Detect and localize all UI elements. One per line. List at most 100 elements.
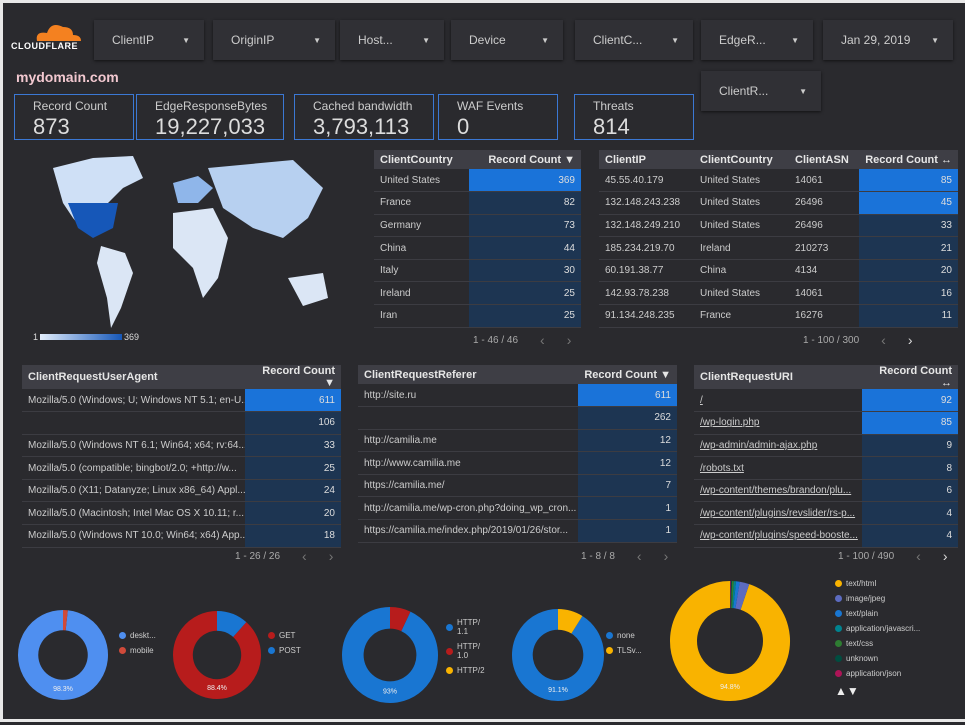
filter-dropdown[interactable]: OriginIP▼ — [213, 20, 335, 60]
filter-dropdown[interactable]: Device▼ — [451, 20, 563, 60]
legend-item[interactable]: deskt... — [119, 631, 155, 640]
column-header[interactable]: ClientCountry — [374, 150, 469, 169]
table-row[interactable]: Mozilla/5.0 (X11; Datanyze; Linux x86_64… — [22, 479, 341, 502]
column-header[interactable]: Record Count ▼ — [578, 365, 677, 384]
donut-slice[interactable] — [558, 619, 577, 624]
table-row[interactable]: /wp-content/themes/brandon/plu...6 — [694, 479, 958, 502]
table-cell[interactable]: /wp-content/themes/brandon/plu... — [694, 479, 862, 502]
table-cell[interactable]: /robots.txt — [694, 457, 862, 480]
donut-slice[interactable] — [28, 620, 98, 690]
chevron-left-icon[interactable]: ‹ — [540, 332, 545, 348]
table-cell: United States — [374, 169, 469, 192]
legend-item[interactable]: POST — [268, 646, 304, 655]
filter-dropdown[interactable]: EdgeR...▼ — [701, 20, 813, 60]
table-row[interactable]: 262 — [358, 407, 677, 430]
legend-item[interactable]: text/html — [835, 579, 935, 588]
donut-slice[interactable] — [390, 618, 406, 622]
column-header[interactable]: ClientRequestURI — [694, 365, 862, 389]
table-row[interactable]: /wp-content/plugins/speed-booste...4 — [694, 525, 958, 548]
donut-slice[interactable] — [684, 595, 777, 688]
donut-slice[interactable] — [217, 621, 240, 630]
legend-item[interactable]: TLSv... — [606, 646, 642, 655]
legend-item[interactable]: unknown — [835, 654, 935, 663]
table-cell[interactable]: /wp-admin/admin-ajax.php — [694, 434, 862, 457]
legend-item[interactable]: text/plain — [835, 609, 935, 618]
chevron-right-icon[interactable]: › — [567, 332, 572, 348]
filter-dropdown[interactable]: Host...▼ — [340, 20, 444, 60]
column-header[interactable]: ClientIP — [599, 150, 694, 169]
table-row[interactable]: Mozilla/5.0 (Windows NT 6.1; Win64; x64;… — [22, 434, 341, 457]
table-row[interactable]: https://camilia.me/7 — [358, 474, 677, 497]
table-cell[interactable]: /wp-login.php — [694, 412, 862, 435]
table-row[interactable]: Mozilla/5.0 (compatible; bingbot/2.0; +h… — [22, 457, 341, 480]
donut-slice[interactable] — [738, 595, 745, 597]
chevron-right-icon[interactable]: › — [329, 548, 334, 564]
chevron-left-icon[interactable]: ‹ — [302, 548, 307, 564]
table-row[interactable]: Mozilla/5.0 (Macintosh; Intel Mac OS X 1… — [22, 502, 341, 525]
filter-dropdown[interactable]: ClientIP▼ — [94, 20, 204, 60]
table-pagination: 1 - 100 / 300‹› — [803, 332, 913, 348]
chevron-left-icon[interactable]: ‹ — [916, 548, 921, 564]
table-row[interactable]: /wp-content/plugins/revslider/rs-p...4 — [694, 502, 958, 525]
table-row[interactable]: /92 — [694, 389, 958, 412]
filter-dropdown[interactable]: Jan 29, 2019▼ — [823, 20, 953, 60]
legend-item[interactable]: HTTP/2 — [446, 666, 482, 675]
legend-item[interactable]: image/jpeg — [835, 594, 935, 603]
legend-pager-arrows[interactable]: ▲▼ — [835, 684, 935, 698]
legend-item[interactable]: GET — [268, 631, 304, 640]
chevron-right-icon[interactable]: › — [943, 548, 948, 564]
chevron-left-icon[interactable]: ‹ — [637, 548, 642, 564]
legend-item[interactable]: application/javascri... — [835, 624, 935, 633]
column-header[interactable]: Record Count ▼ — [469, 150, 581, 169]
table-row[interactable]: 106 — [22, 412, 341, 435]
legend-item[interactable]: application/json — [835, 669, 935, 678]
chevron-right-icon[interactable]: › — [908, 332, 913, 348]
column-header[interactable]: ClientRequestUserAgent — [22, 365, 245, 389]
donut-slice[interactable] — [522, 619, 593, 690]
column-header[interactable]: ClientRequestReferer — [358, 365, 578, 384]
filter-dropdown[interactable]: ClientC...▼ — [575, 20, 693, 60]
table-cell[interactable]: / — [694, 389, 862, 412]
column-header[interactable]: ClientCountry — [694, 150, 789, 169]
chevron-left-icon[interactable]: ‹ — [881, 332, 886, 348]
chevron-right-icon[interactable]: › — [664, 548, 669, 564]
column-header[interactable]: ClientASN — [789, 150, 859, 169]
column-header[interactable]: Record Count ↔ — [859, 150, 958, 169]
column-header[interactable]: Record Count ▼ — [245, 365, 341, 389]
legend-item[interactable]: mobile — [119, 646, 155, 655]
column-header[interactable]: Record Count ↔ — [862, 365, 958, 389]
filter-dropdown[interactable]: ClientR...▼ — [701, 71, 821, 111]
table-row[interactable]: http://camilia.me/wp-cron.php?doing_wp_c… — [358, 497, 677, 520]
legend-item[interactable]: HTTP/ 1.1 — [446, 618, 482, 636]
donut-slice[interactable] — [183, 621, 251, 689]
legend-item[interactable]: HTTP/ 1.0 — [446, 642, 482, 660]
donut-slice[interactable] — [353, 618, 427, 692]
table-cell[interactable]: /wp-content/plugins/speed-booste... — [694, 525, 862, 548]
table-cell[interactable]: /wp-content/plugins/revslider/rs-p... — [694, 502, 862, 525]
table-row[interactable]: Mozilla/5.0 (Windows; U; Windows NT 5.1;… — [22, 389, 341, 412]
table-row[interactable]: https://camilia.me/index.php/2019/01/26/… — [358, 520, 677, 543]
legend-item[interactable]: none — [606, 631, 642, 640]
table-row[interactable]: Mozilla/5.0 (Windows NT 10.0; Win64; x64… — [22, 525, 341, 548]
legend-item[interactable]: text/css — [835, 639, 935, 648]
